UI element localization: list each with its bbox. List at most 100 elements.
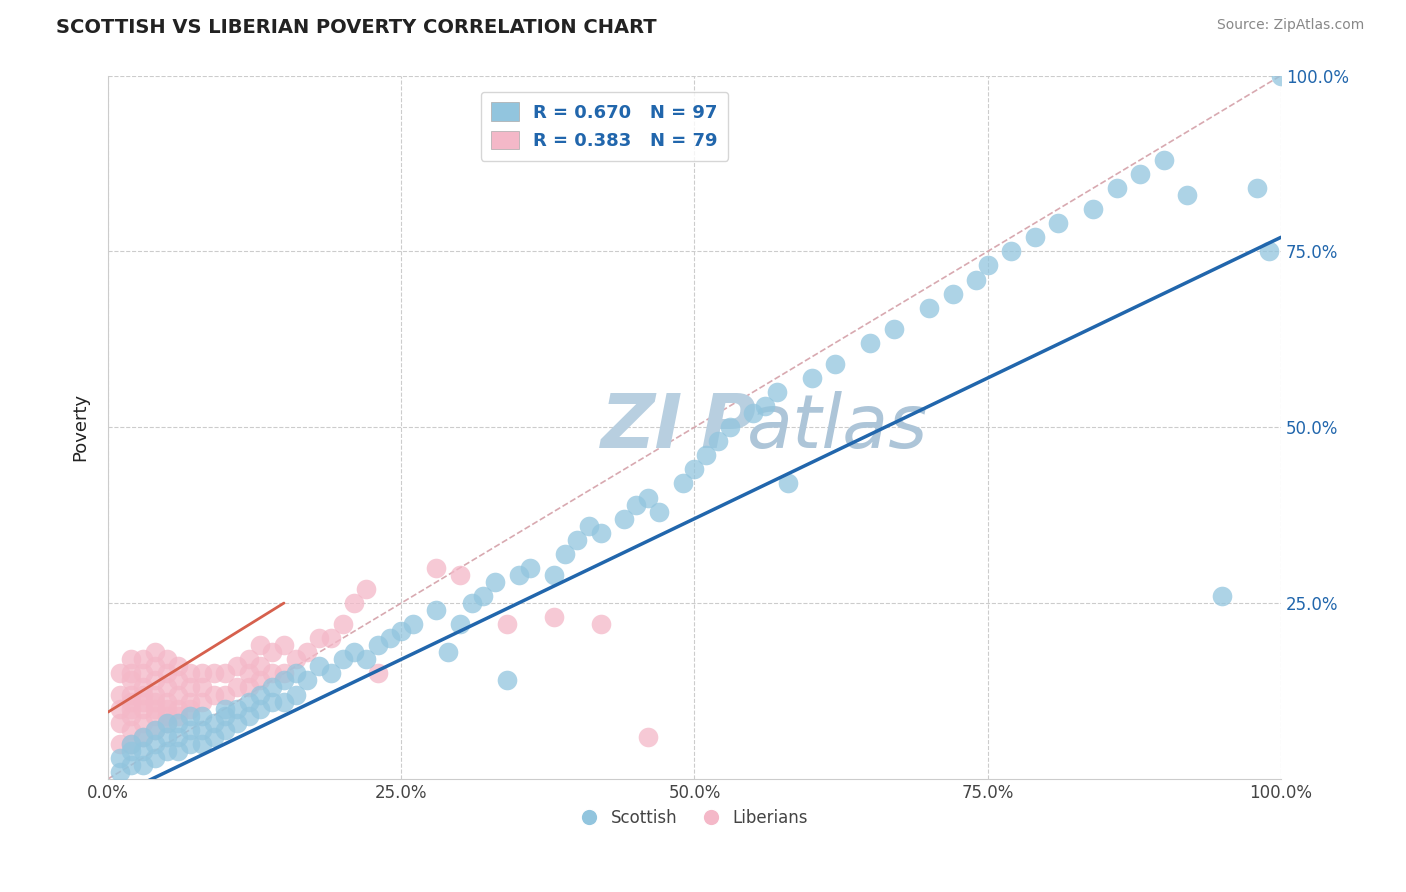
Point bbox=[143, 723, 166, 737]
Point bbox=[319, 632, 342, 646]
Point bbox=[437, 645, 460, 659]
Point bbox=[167, 673, 190, 688]
Point bbox=[389, 624, 412, 639]
Point bbox=[425, 603, 447, 617]
Point bbox=[1270, 69, 1292, 83]
Point bbox=[108, 715, 131, 730]
Point bbox=[143, 673, 166, 688]
Point bbox=[472, 589, 495, 603]
Point bbox=[108, 751, 131, 765]
Point bbox=[132, 681, 155, 695]
Point bbox=[238, 652, 260, 666]
Point bbox=[284, 688, 307, 702]
Point bbox=[1153, 153, 1175, 167]
Point bbox=[167, 744, 190, 758]
Point bbox=[179, 737, 201, 751]
Point bbox=[308, 659, 330, 673]
Point bbox=[108, 701, 131, 715]
Point bbox=[508, 568, 530, 582]
Point bbox=[167, 730, 190, 744]
Point bbox=[624, 498, 647, 512]
Point bbox=[179, 694, 201, 708]
Point bbox=[167, 688, 190, 702]
Point bbox=[108, 737, 131, 751]
Point bbox=[262, 694, 284, 708]
Point bbox=[202, 688, 225, 702]
Point bbox=[132, 715, 155, 730]
Point bbox=[179, 666, 201, 681]
Point bbox=[449, 617, 471, 632]
Point bbox=[1175, 188, 1198, 202]
Text: SCOTTISH VS LIBERIAN POVERTY CORRELATION CHART: SCOTTISH VS LIBERIAN POVERTY CORRELATION… bbox=[56, 18, 657, 37]
Point bbox=[191, 723, 214, 737]
Point bbox=[718, 420, 741, 434]
Point bbox=[214, 688, 236, 702]
Point bbox=[249, 701, 271, 715]
Point bbox=[179, 701, 201, 715]
Point bbox=[156, 715, 179, 730]
Point bbox=[238, 694, 260, 708]
Point bbox=[143, 751, 166, 765]
Point bbox=[238, 708, 260, 723]
Point bbox=[214, 701, 236, 715]
Point bbox=[108, 666, 131, 681]
Point bbox=[262, 645, 284, 659]
Point bbox=[156, 715, 179, 730]
Point bbox=[449, 568, 471, 582]
Point bbox=[156, 694, 179, 708]
Point bbox=[742, 406, 765, 420]
Point bbox=[297, 673, 319, 688]
Point bbox=[965, 272, 987, 286]
Point bbox=[1047, 216, 1070, 230]
Point bbox=[132, 744, 155, 758]
Point bbox=[132, 757, 155, 772]
Point bbox=[226, 681, 249, 695]
Point bbox=[297, 645, 319, 659]
Point bbox=[167, 701, 190, 715]
Point bbox=[156, 730, 179, 744]
Point bbox=[578, 518, 600, 533]
Point bbox=[132, 730, 155, 744]
Point bbox=[156, 701, 179, 715]
Point bbox=[883, 322, 905, 336]
Point bbox=[108, 688, 131, 702]
Point bbox=[683, 462, 706, 476]
Point bbox=[402, 617, 425, 632]
Point bbox=[179, 723, 201, 737]
Point bbox=[249, 638, 271, 652]
Point bbox=[859, 335, 882, 350]
Point bbox=[543, 610, 565, 624]
Point bbox=[143, 688, 166, 702]
Point bbox=[238, 666, 260, 681]
Point bbox=[262, 666, 284, 681]
Point bbox=[273, 666, 295, 681]
Point bbox=[143, 737, 166, 751]
Point bbox=[367, 638, 389, 652]
Point bbox=[707, 434, 730, 449]
Point bbox=[543, 568, 565, 582]
Point bbox=[273, 673, 295, 688]
Point bbox=[191, 737, 214, 751]
Point bbox=[108, 764, 131, 779]
Point bbox=[284, 652, 307, 666]
Point bbox=[202, 715, 225, 730]
Point bbox=[319, 666, 342, 681]
Point bbox=[143, 645, 166, 659]
Point bbox=[695, 448, 717, 462]
Point bbox=[143, 694, 166, 708]
Point bbox=[941, 286, 963, 301]
Point bbox=[567, 533, 589, 547]
Point bbox=[672, 476, 695, 491]
Point bbox=[1024, 230, 1046, 244]
Text: Source: ZipAtlas.com: Source: ZipAtlas.com bbox=[1216, 18, 1364, 32]
Point bbox=[460, 596, 482, 610]
Point bbox=[824, 357, 846, 371]
Point bbox=[120, 708, 142, 723]
Text: P: P bbox=[700, 391, 755, 464]
Point bbox=[191, 666, 214, 681]
Point bbox=[191, 694, 214, 708]
Point bbox=[226, 715, 249, 730]
Point bbox=[132, 730, 155, 744]
Point bbox=[120, 744, 142, 758]
Point bbox=[589, 617, 612, 632]
